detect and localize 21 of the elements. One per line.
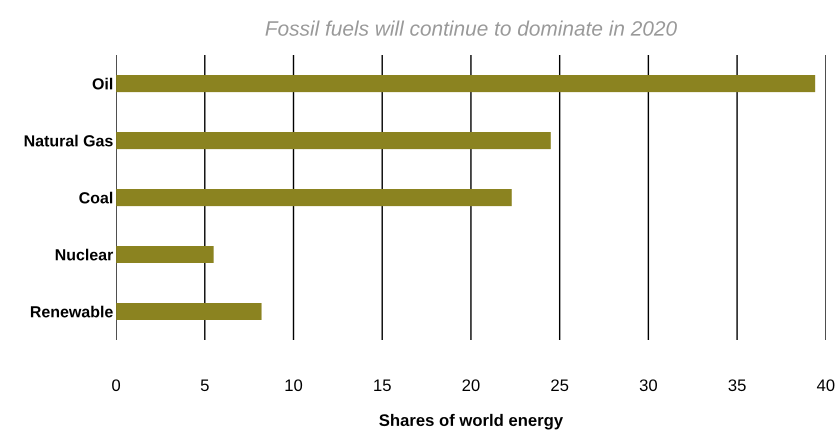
x-tick-label: 30	[640, 379, 657, 392]
x-tick-label: 15	[374, 379, 391, 392]
y-tick-label: Renewable	[30, 306, 113, 318]
x-tick-label: 0	[112, 379, 120, 392]
bar	[116, 188, 512, 206]
bar	[116, 75, 816, 92]
x-tick-label: 5	[200, 379, 209, 392]
x-tick-label: 25	[551, 379, 568, 392]
x-tick-label: 20	[462, 379, 480, 392]
bar	[116, 246, 214, 264]
x-axis-title: Shares of world energy	[379, 414, 564, 430]
chart-title: Fossil fuels will continue to dominate in 2020	[265, 20, 677, 36]
y-tick-label: Oil	[92, 78, 112, 90]
x-tick-label: 35	[728, 379, 746, 392]
x-tick-label: 10	[286, 379, 302, 392]
y-tick-label: Natural Gas	[24, 134, 113, 146]
y-tick-label: Coal	[79, 192, 112, 204]
bar	[116, 302, 262, 320]
bar	[116, 132, 551, 150]
y-tick-label: Nuclear	[56, 248, 114, 260]
x-tick-label: 40	[816, 379, 834, 392]
